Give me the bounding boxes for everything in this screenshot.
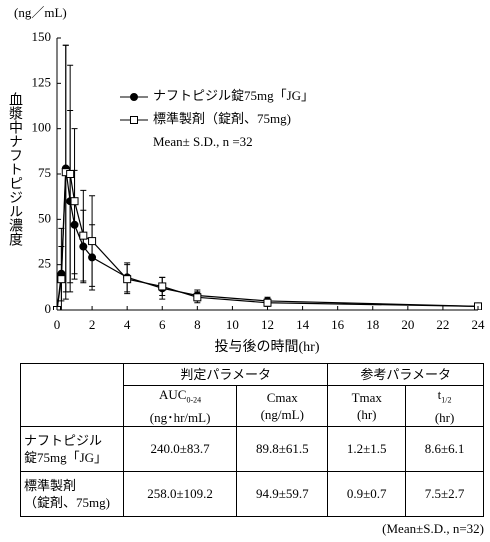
cell: 94.9±59.7: [236, 470, 329, 517]
table: 判定パラメータ 参考パラメータ AUC0-24 (ng･hr/mL) Cmax (ng…: [20, 363, 484, 517]
data-point: [263, 298, 272, 307]
cell: 7.5±2.7: [405, 470, 484, 517]
column-header: Tmax (hr): [327, 385, 407, 427]
text: 258.0±109.2: [147, 486, 213, 502]
cell: [20, 363, 124, 427]
text: 1/2: [441, 395, 452, 405]
cell: 89.8±61.5: [236, 425, 329, 472]
series-line: [56, 168, 479, 310]
data-point: [66, 170, 75, 178]
cell: 0.9±0.7: [327, 470, 407, 517]
text: Tmax: [351, 389, 382, 405]
legend-note: Mean± S.D., n =32: [153, 134, 253, 149]
series-line: [56, 171, 479, 310]
column-header: Cmax (ng/mL): [236, 385, 329, 427]
text: (hr): [356, 406, 377, 422]
legend-marker: [130, 93, 138, 101]
text: (hr): [434, 409, 455, 425]
data-point: [123, 275, 132, 284]
x-tick-label: 12: [261, 317, 274, 332]
unit-label: (ng／mL): [14, 5, 67, 20]
x-tick-label: 24: [472, 317, 486, 332]
x-tick-label: 20: [401, 317, 414, 332]
x-tick-label: 8: [194, 317, 201, 332]
text: (ng/mL): [260, 406, 304, 422]
y-axis-label: 血漿中ナフトピジル濃度: [7, 92, 22, 246]
y-tick-label: 50: [38, 210, 51, 225]
x-tick-label: 14: [296, 317, 310, 332]
text: 89.8±61.5: [255, 441, 309, 457]
cell: 240.0±83.7: [122, 425, 238, 472]
text: (ng･hr/mL): [149, 409, 211, 425]
y-tick-label: 100: [32, 120, 52, 135]
y-tick-label: 150: [32, 29, 52, 44]
x-tick-label: 2: [89, 317, 96, 332]
x-tick-label: 0: [54, 317, 61, 332]
text: ナフトピジル: [24, 432, 103, 448]
column-header: AUC0-24 (ng･hr/mL): [122, 385, 238, 427]
group-header: 判定パラメータ: [122, 363, 329, 386]
text: （錠剤、75mg): [24, 494, 110, 510]
x-tick-label: 16: [331, 317, 345, 332]
x-tick-label: 22: [436, 317, 449, 332]
data-point: [79, 231, 88, 240]
row-header: 標準製剤 （錠剤、75mg): [20, 470, 124, 517]
text: 7.5±2.7: [424, 486, 465, 502]
y-tick-label: 125: [32, 74, 52, 89]
data-point: [158, 282, 167, 291]
y-tick-label: 0: [45, 301, 52, 316]
footnote: (Mean±S.D., n=32): [382, 521, 484, 536]
text: AUC: [159, 387, 187, 402]
x-tick-label: 6: [159, 317, 166, 332]
text: 0-24: [186, 395, 202, 405]
x-axis-label: 投与後の時間(hr): [215, 339, 320, 355]
data-point: [193, 293, 202, 302]
y-tick-label: 75: [38, 165, 51, 180]
text: t: [437, 387, 442, 402]
text: 0.9±0.7: [346, 486, 387, 502]
data-point: [57, 275, 66, 284]
text: 標準製剤: [24, 477, 77, 493]
text: 錠75mg「JG」: [24, 449, 108, 465]
x-tick-label: 10: [226, 317, 239, 332]
text: 8.6±6.1: [424, 441, 465, 457]
text: 94.9±59.7: [255, 486, 309, 502]
legend-label: ナフトピジル錠75mg「JG」: [153, 88, 314, 103]
cell: 8.6±6.1: [405, 425, 484, 472]
plot: [53, 44, 482, 310]
text: 240.0±83.7: [150, 441, 210, 457]
group-header: 参考パラメータ: [327, 363, 484, 386]
text: 1.2±1.5: [346, 441, 387, 457]
cell: 258.0±109.2: [122, 470, 238, 517]
column-header: t1/2 (hr): [405, 385, 484, 427]
legend-marker: [130, 116, 138, 124]
data-point: [70, 197, 79, 206]
y-tick-label: 25: [38, 256, 51, 271]
x-tick-label: 18: [366, 317, 379, 332]
row-header: ナフトピジル 錠75mg「JG」: [20, 425, 124, 472]
legend-label: 標準製剤（錠剤、75mg): [153, 111, 291, 126]
data-point: [88, 237, 97, 246]
x-tick-label: 4: [124, 317, 131, 332]
text: Cmax: [266, 389, 298, 405]
cell: 1.2±1.5: [327, 425, 407, 472]
